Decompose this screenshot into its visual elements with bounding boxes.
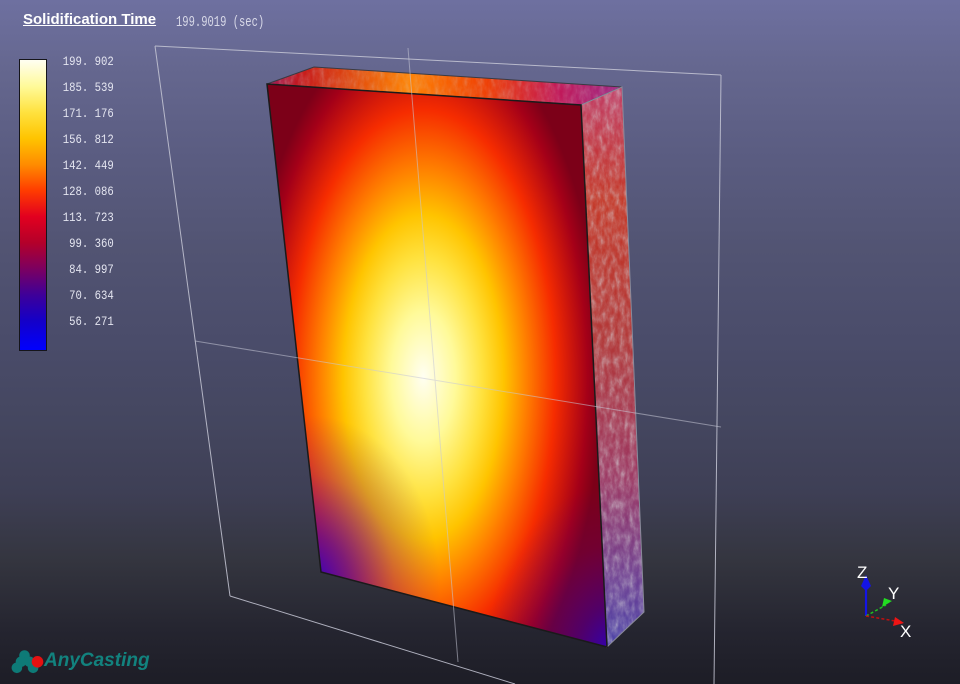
svg-text:X: X [900, 622, 911, 641]
svg-text:Z: Z [857, 563, 867, 582]
svg-text:Y: Y [888, 584, 899, 603]
